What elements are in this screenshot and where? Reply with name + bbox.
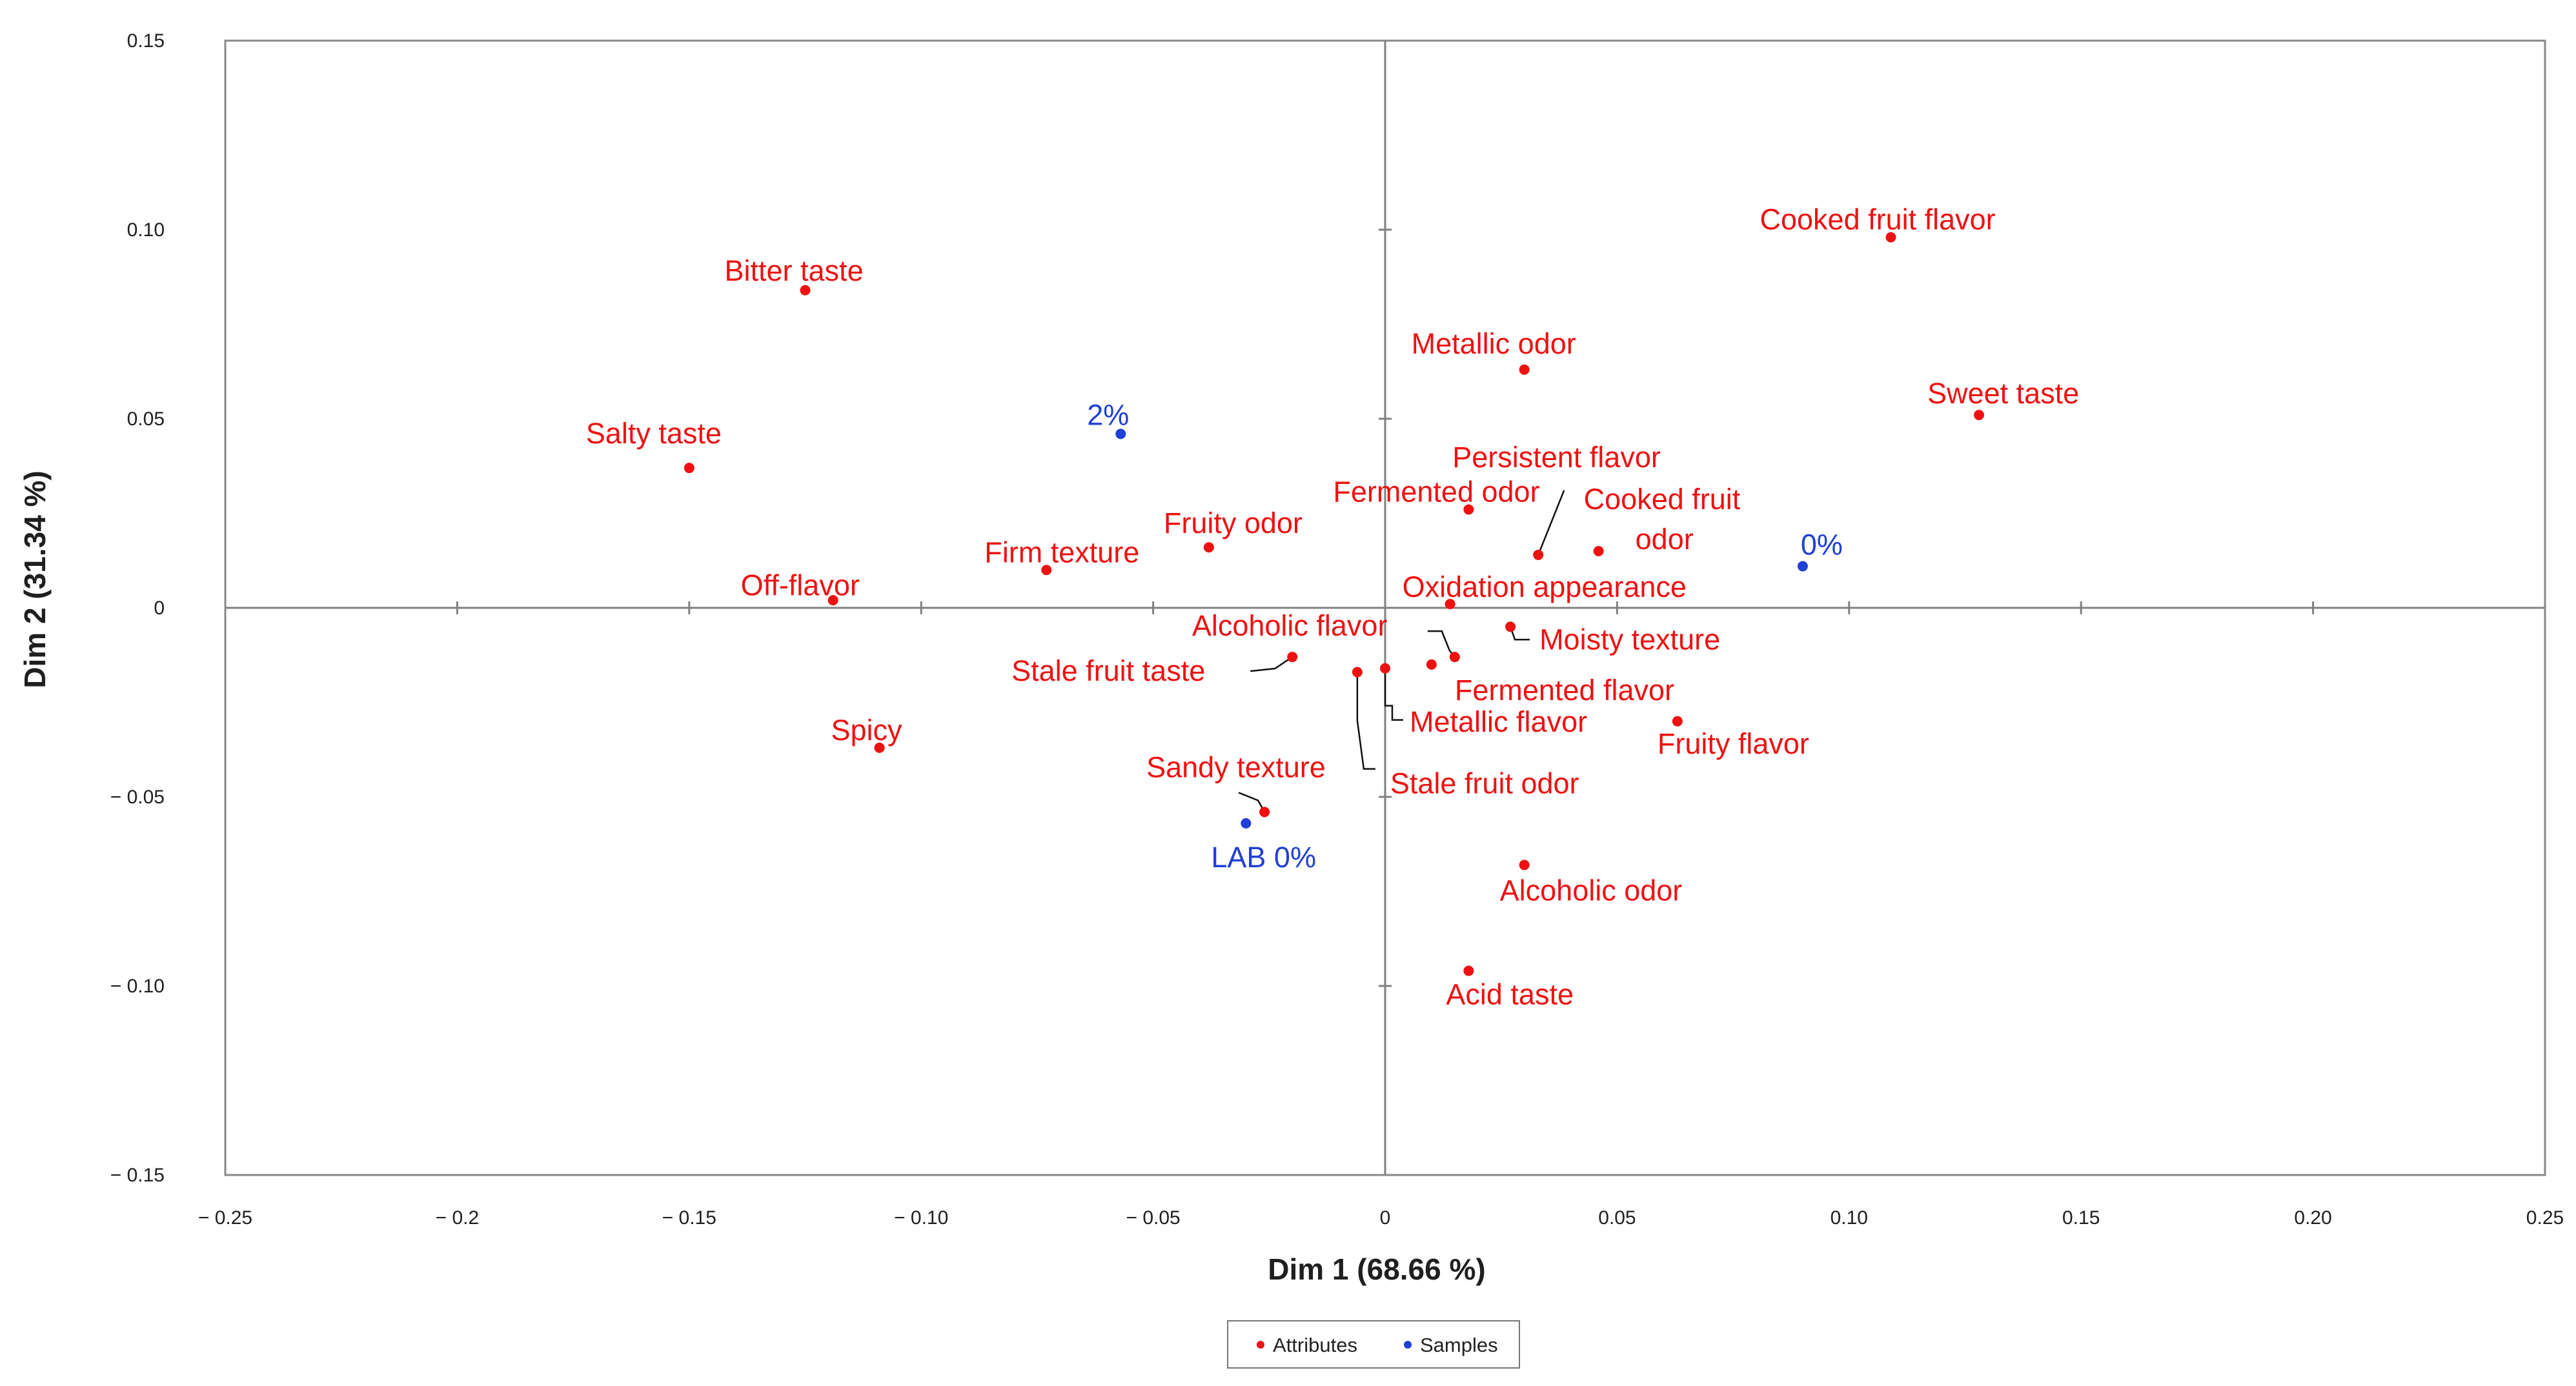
attribute-point <box>684 463 695 474</box>
attribute-point <box>827 595 838 606</box>
attribute-label: Fermented odor <box>1333 476 1539 508</box>
legend-marker-attributes <box>1257 1341 1264 1349</box>
attribute-point <box>1449 652 1460 663</box>
attribute-point <box>1203 542 1214 553</box>
axes-layer <box>225 41 2545 1175</box>
attribute-point <box>800 285 811 296</box>
x-tick-label: − 0.25 <box>198 1207 252 1229</box>
attribute-label: Oxidation appearance <box>1403 570 1687 603</box>
attribute-label: Fruity flavor <box>1658 727 1809 760</box>
legend-label-samples: Samples <box>1420 1334 1498 1356</box>
attribute-point <box>1463 965 1474 976</box>
attribute-point <box>1533 549 1544 560</box>
attribute-point <box>1352 667 1363 678</box>
attribute-point <box>1519 859 1530 870</box>
attribute-label: Metallic flavor <box>1410 705 1587 738</box>
x-tick-label: − 0.15 <box>662 1207 716 1229</box>
y-axis-title: Dim 2 (31.34 %) <box>18 470 52 688</box>
y-tick-label: 0.15 <box>127 30 165 52</box>
legend: Attributes Samples <box>1227 1320 1520 1369</box>
attribute-label: Salty taste <box>586 417 722 450</box>
y-tick-label: 0.10 <box>127 219 165 241</box>
attribute-label: Firm texture <box>984 536 1139 568</box>
y-tick-label: 0.05 <box>127 408 165 430</box>
sample-label: LAB 0% <box>1211 841 1316 874</box>
x-axis-title: Dim 1 (68.66 %) <box>1268 1252 1485 1286</box>
leader-line <box>1427 630 1455 658</box>
leader-line <box>1250 656 1293 672</box>
y-tick-label: − 0.05 <box>110 787 165 808</box>
y-tick-label: − 0.10 <box>110 976 165 997</box>
attribute-point <box>1505 621 1516 632</box>
x-tick-label: 0.05 <box>1598 1207 1636 1229</box>
attribute-label: Fruity odor <box>1164 507 1303 539</box>
labels-layer: Bitter taste Salty taste Off-flavor Spicy Fi… <box>586 203 2079 1011</box>
attribute-point <box>1519 364 1530 375</box>
leader-line <box>1356 672 1375 770</box>
y-tick-label: 0 <box>154 598 165 619</box>
attribute-point <box>1445 599 1455 610</box>
points-layer <box>684 232 1985 976</box>
attribute-label: Alcoholic flavor <box>1192 609 1388 642</box>
attribute-label: Persistent flavor <box>1452 441 1661 474</box>
attribute-label: Acid taste <box>1446 978 1574 1011</box>
attribute-label: Off-flavor <box>741 568 860 601</box>
attribute-point <box>1380 663 1390 674</box>
attribute-point <box>1041 565 1052 576</box>
attribute-label: Stale fruit odor <box>1390 767 1579 800</box>
attribute-point <box>1885 232 1896 243</box>
x-tick-label: − 0.05 <box>1126 1207 1180 1229</box>
attribute-point <box>874 742 885 753</box>
attribute-label: Fermented flavor <box>1455 674 1674 707</box>
attribute-label: Sweet taste <box>1927 377 2079 410</box>
attribute-point <box>1426 659 1437 670</box>
sample-label: 2% <box>1087 398 1129 431</box>
x-tick-label: 0.20 <box>2294 1207 2331 1229</box>
attribute-point <box>1672 716 1683 727</box>
x-tick-label: 0.15 <box>2062 1207 2100 1229</box>
sample-point <box>1241 818 1252 829</box>
leader-line <box>1537 490 1565 556</box>
attribute-point <box>1974 410 1985 421</box>
attribute-label: Moisty texture <box>1539 623 1720 656</box>
legend-label-attributes: Attributes <box>1273 1334 1357 1356</box>
x-tick-label: − 0.2 <box>436 1207 480 1229</box>
attribute-label: Sandy texture <box>1146 750 1326 783</box>
attribute-label: Cooked fruit odor <box>1584 483 1741 556</box>
attribute-point <box>1287 652 1298 663</box>
sample-point <box>1115 428 1126 439</box>
attribute-label: Cooked fruit flavor <box>1760 203 1995 236</box>
x-tick-label: − 0.10 <box>894 1207 948 1229</box>
x-tick-label: 0.10 <box>1831 1207 1868 1229</box>
x-tick-label: 0.25 <box>2526 1207 2564 1229</box>
leader-line <box>1384 668 1403 721</box>
sample-label: 0% <box>1801 528 1843 561</box>
attribute-label: Metallic odor <box>1412 327 1576 360</box>
x-tick-label: 0 <box>1380 1207 1391 1229</box>
attribute-point <box>1593 546 1604 557</box>
attribute-label: Stale fruit taste <box>1011 654 1205 687</box>
y-tick-label: − 0.15 <box>110 1165 165 1186</box>
attribute-point <box>1259 807 1270 818</box>
legend-box <box>1227 1320 1520 1369</box>
sample-point <box>1797 561 1808 572</box>
attribute-label: Alcoholic odor <box>1500 874 1683 907</box>
attribute-label: Spicy <box>831 714 903 747</box>
attribute-point <box>1463 504 1474 515</box>
legend-marker-samples <box>1404 1341 1412 1349</box>
tick-labels: − 0.25 − 0.2 − 0.15 − 0.10 − 0.05 0 0.05 0.10 0.… <box>110 30 2564 1229</box>
attribute-label: Bitter taste <box>725 254 864 287</box>
